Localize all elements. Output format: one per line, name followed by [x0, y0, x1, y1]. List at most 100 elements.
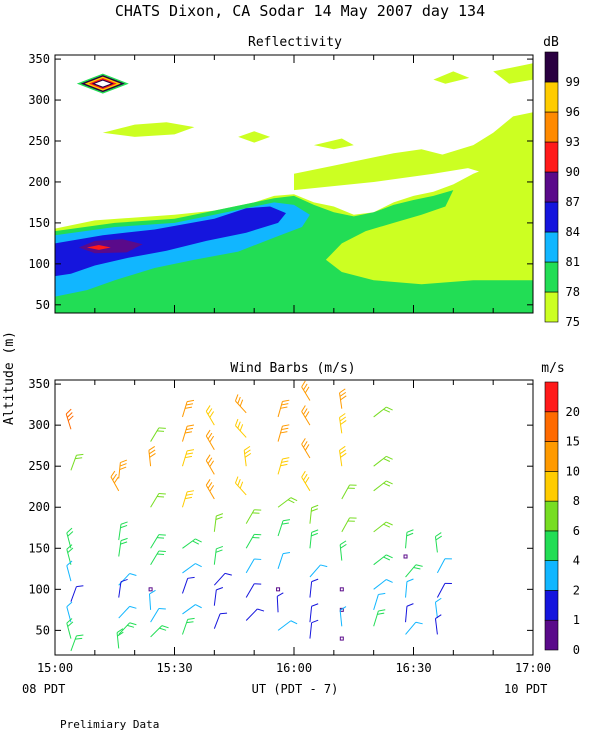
reflectivity-colorbar-unit: dB	[543, 35, 559, 50]
y-tick-label: 250	[28, 134, 50, 148]
wind-barb	[148, 587, 153, 592]
x-tick-label: 15:30	[156, 661, 192, 675]
colorbar-swatch	[544, 560, 559, 591]
wind-barb	[405, 621, 423, 635]
wind-barb	[181, 576, 195, 594]
y-tick-label: 100	[28, 257, 50, 271]
reflectivity-contour-11	[55, 206, 286, 277]
colorbar-swatch	[544, 291, 559, 323]
reflectivity-contour-6	[238, 131, 271, 143]
wind-barb	[234, 418, 247, 438]
colorbar-tick-label: 84	[566, 225, 580, 239]
wind-barb	[309, 619, 319, 639]
wind-barb	[245, 558, 262, 574]
wind-barb	[339, 636, 344, 641]
colorbar-swatch	[544, 530, 559, 561]
colorbar-tick-label: 99	[566, 75, 580, 89]
wind-barb	[181, 424, 195, 442]
wind-barb	[309, 578, 319, 598]
reflectivity-x-axis	[54, 55, 534, 313]
y-tick-label: 100	[28, 582, 50, 596]
wind-barb	[148, 446, 156, 467]
wind-barb	[373, 521, 393, 533]
colorbar-swatch	[544, 441, 559, 472]
colorbar-tick-label: 2	[573, 583, 580, 597]
colorbar-swatch	[544, 471, 559, 502]
reflectivity-contour-7	[313, 138, 354, 150]
wind-barb	[213, 572, 232, 586]
wind-barb	[182, 563, 202, 574]
x-tick-label: 15:00	[37, 661, 73, 675]
colorbar-swatch	[544, 81, 559, 113]
wind-barb	[277, 424, 290, 442]
wind-barb	[277, 620, 298, 631]
wind-barb	[148, 589, 156, 610]
preliminary-data-note: Prelimiary Data	[60, 718, 159, 731]
wind-barb	[373, 554, 393, 566]
wind-barb	[436, 558, 452, 574]
y-tick-label: 200	[28, 175, 50, 189]
wind-barb	[245, 583, 262, 598]
wind-barb	[341, 517, 357, 533]
colorbar-tick-label: 6	[573, 524, 580, 538]
wind-barb	[277, 399, 290, 418]
wind-barb	[213, 587, 224, 606]
y-tick-label: 200	[28, 500, 50, 514]
wind-barb	[118, 605, 137, 619]
colorbar-tick-label: 1	[573, 613, 580, 627]
x-tick-label: 16:30	[395, 661, 431, 675]
wind-barb	[181, 449, 195, 467]
wind-barb	[309, 529, 319, 549]
wind-barb	[245, 533, 262, 549]
wind-barb	[70, 453, 84, 471]
y-tick-label: 50	[36, 298, 50, 312]
colorbar-swatch	[544, 500, 559, 532]
wind-barb	[301, 405, 311, 426]
wind-barb	[66, 560, 73, 582]
wind-barb	[205, 479, 215, 500]
colorbar-tick-label: 8	[573, 494, 580, 508]
reflectivity-colorbar: 75 78 81 84 87 90 93 96 99	[544, 51, 580, 329]
wind-barb	[434, 532, 442, 553]
colorbar-swatch	[544, 261, 559, 293]
reflectivity-title: Reflectivity	[248, 35, 342, 50]
reflectivity-diamond-marker	[76, 73, 129, 94]
y-tick-label: 250	[28, 459, 50, 473]
colorbar-swatch	[544, 590, 559, 621]
reflectivity-contour-13	[86, 245, 111, 250]
colorbar-swatch	[544, 619, 559, 651]
colorbar-swatch	[544, 51, 559, 83]
wind-barb	[405, 603, 414, 623]
left-local-time: 08 PDT	[22, 682, 65, 696]
wind-barb	[277, 457, 290, 475]
wind-barb	[339, 540, 347, 561]
wind-barb	[118, 521, 128, 541]
wind-barb	[182, 604, 202, 615]
wind-barb	[277, 497, 298, 508]
wind-barb	[181, 617, 195, 635]
colorbar-tick-label: 93	[566, 135, 580, 149]
wind-barb	[405, 564, 423, 578]
wind-barb	[70, 634, 84, 652]
wind-barb	[150, 550, 166, 565]
reflectivity-contour-1	[294, 149, 474, 191]
wind-barb	[205, 405, 215, 426]
colorbar-tick-label: 15	[566, 435, 580, 449]
reflectivity-plot	[55, 63, 533, 313]
wind-frame	[54, 379, 534, 656]
wind-barb	[277, 552, 291, 569]
wind-barb	[373, 480, 393, 492]
wind-barb	[339, 445, 347, 467]
wind-barb	[245, 509, 262, 524]
wind-title: Wind Barbs (m/s)	[230, 361, 355, 376]
wind-barb	[301, 380, 311, 401]
wind-barb	[373, 406, 393, 418]
wind-x-axis: 15:00 15:30 16:00 16:30 17:00	[37, 380, 551, 675]
wind-barb	[339, 606, 347, 627]
reflectivity-y-axis: 50 100 150 200 250 300 350	[28, 52, 533, 312]
wind-y-axis: 50 100 150 200 250 300 350	[28, 377, 533, 637]
wind-barb	[150, 625, 169, 638]
wind-barb	[181, 490, 195, 508]
wind-barb	[301, 438, 311, 459]
wind-barb	[309, 504, 319, 524]
